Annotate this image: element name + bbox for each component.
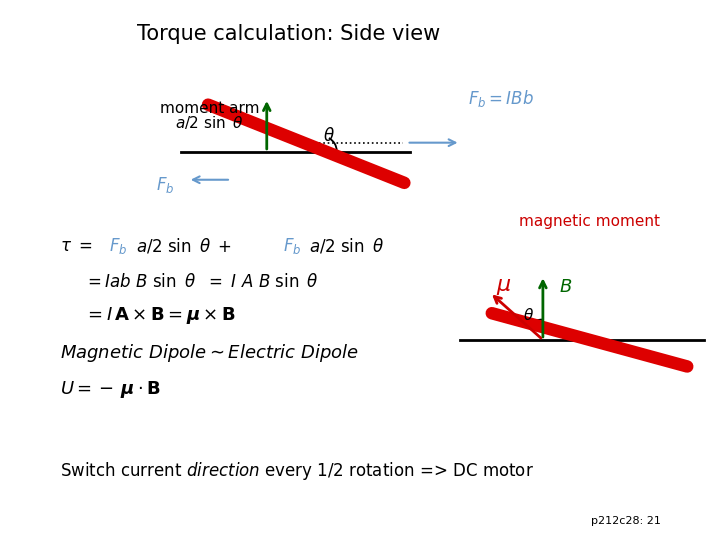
Text: $F_b$: $F_b$ <box>109 236 127 256</box>
Text: Switch current $\mathit{direction}$ every 1/2 rotation => DC motor: Switch current $\mathit{direction}$ ever… <box>60 461 534 482</box>
Text: $U = -\,\boldsymbol{\mu}\cdot\mathbf{B}$: $U = -\,\boldsymbol{\mu}\cdot\mathbf{B}$ <box>60 379 161 400</box>
Text: $\mu$: $\mu$ <box>495 277 511 297</box>
Text: Torque calculation: Side view: Torque calculation: Side view <box>137 24 440 44</box>
Text: $B$: $B$ <box>559 278 572 296</box>
Text: $=Iab\ B\ \sin\ \theta\ \ =\ I\ A\ B\ \sin\ \theta$: $=Iab\ B\ \sin\ \theta\ \ =\ I\ A\ B\ \s… <box>84 273 318 291</box>
Text: $\theta$: $\theta$ <box>323 127 335 145</box>
Text: $a/2\ \sin\ \theta$: $a/2\ \sin\ \theta$ <box>309 237 384 255</box>
Text: $a/2\ \sin\ \theta\ +\ $: $a/2\ \sin\ \theta\ +\ $ <box>135 237 232 255</box>
Text: $F_b$: $F_b$ <box>156 175 174 195</box>
Text: magnetic moment: magnetic moment <box>519 214 660 229</box>
Text: $\tau\ =\ $: $\tau\ =\ $ <box>60 237 93 255</box>
Text: $F_b$: $F_b$ <box>282 236 301 256</box>
Text: $\theta$: $\theta$ <box>523 307 534 323</box>
Text: moment arm: moment arm <box>160 102 259 116</box>
Text: p212c28: 21: p212c28: 21 <box>591 516 661 526</box>
Text: $\mathit{Magnetic\ Dipole \sim Electric\ Dipole}$: $\mathit{Magnetic\ Dipole \sim Electric\… <box>60 342 359 365</box>
Text: $F_b = IBb$: $F_b = IBb$ <box>467 87 534 109</box>
Text: $= I\,\mathbf{A}\times\mathbf{B} = \boldsymbol{\mu}\times\mathbf{B}$: $= I\,\mathbf{A}\times\mathbf{B} = \bold… <box>84 305 235 326</box>
Text: $a/2\ \sin\ \theta$: $a/2\ \sin\ \theta$ <box>175 114 244 131</box>
